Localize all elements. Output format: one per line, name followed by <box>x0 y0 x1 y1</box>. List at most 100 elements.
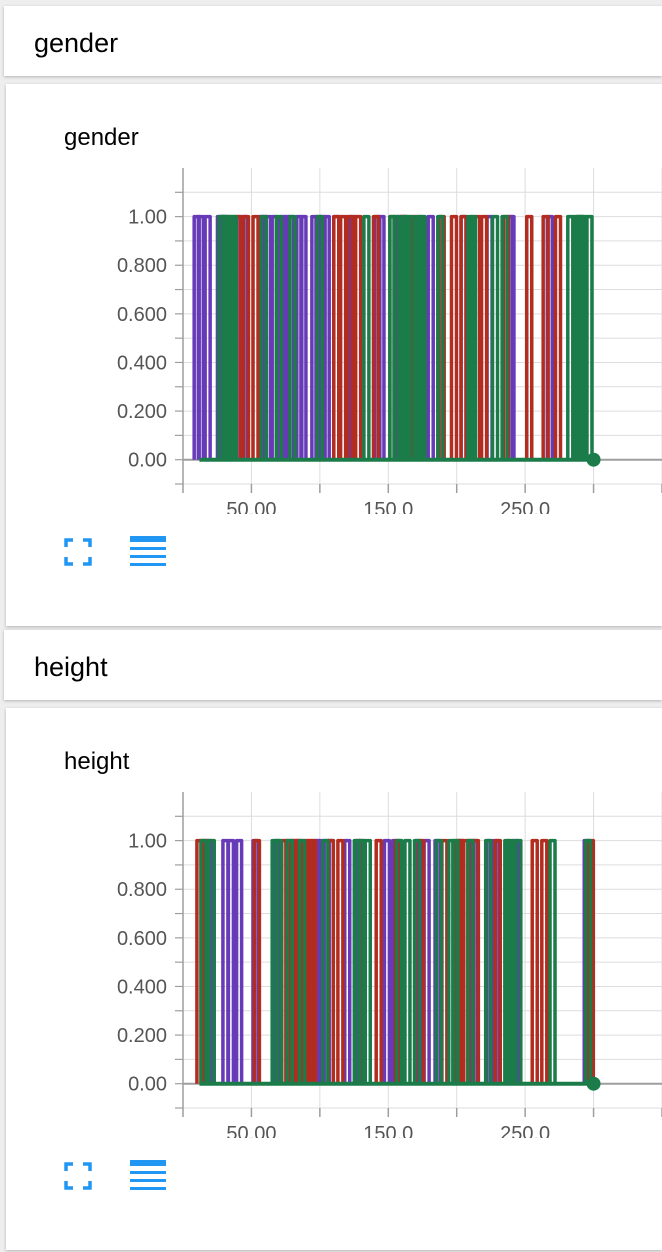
y-tick-label: 0.00 <box>128 1074 167 1096</box>
spike <box>363 838 373 1084</box>
data-table-icon <box>130 536 166 566</box>
y-tick-label: 0.400 <box>117 976 167 998</box>
spike <box>434 838 444 1084</box>
x-tick-label: 250.0 <box>500 1123 550 1138</box>
spike <box>382 838 392 1084</box>
spike <box>394 838 404 1084</box>
data-table-icon <box>130 1160 166 1190</box>
spike <box>418 214 427 460</box>
spike <box>548 838 557 1084</box>
spike <box>362 214 371 460</box>
spike <box>321 838 330 1084</box>
x-tick-label: 50.00 <box>226 1123 276 1138</box>
spike <box>234 838 244 1084</box>
spike <box>308 838 318 1084</box>
y-tick-label: 0.200 <box>117 401 167 423</box>
spike <box>297 838 307 1084</box>
y-tick-label: 0.600 <box>117 928 167 950</box>
x-tick-label: 50.00 <box>226 499 276 514</box>
spike <box>371 214 381 460</box>
spike <box>479 214 489 460</box>
spike <box>541 214 550 460</box>
spike <box>553 214 563 460</box>
spike <box>229 214 238 460</box>
section-title: height <box>34 652 108 682</box>
spike <box>207 838 216 1084</box>
spike <box>345 214 355 460</box>
data-table-button[interactable] <box>130 536 166 570</box>
y-tick-label: 0.600 <box>117 304 167 326</box>
series-3 <box>199 838 593 1084</box>
y-tick-label: 0.00 <box>128 450 167 472</box>
spike <box>459 214 468 460</box>
spike <box>436 214 445 460</box>
spike <box>407 214 416 460</box>
spike <box>226 838 236 1084</box>
section-header-gender[interactable]: gender <box>4 6 662 76</box>
fullscreen-button[interactable] <box>64 538 92 566</box>
chart-height[interactable]: 0.00 0.200 0.400 0.600 0.800 1.00 50.00 150.0 25… <box>6 708 662 1138</box>
data-table-button[interactable] <box>130 1160 166 1194</box>
spike <box>392 214 401 460</box>
spike <box>583 838 593 1084</box>
spike <box>449 214 459 460</box>
spike <box>466 838 475 1084</box>
spike <box>199 838 208 1084</box>
chart-gender[interactable]: 0.00 0.200 0.400 0.600 0.800 1.00 50.00 150.0 25… <box>6 84 662 514</box>
spike <box>514 838 523 1084</box>
spike <box>540 838 549 1084</box>
y-tick-label: 0.400 <box>117 352 167 374</box>
y-tick-label: 0.200 <box>117 1025 167 1047</box>
spike <box>288 214 297 460</box>
fullscreen-button[interactable] <box>64 1162 92 1190</box>
spike <box>356 838 366 1084</box>
spike <box>530 838 539 1084</box>
spike <box>332 214 341 460</box>
spike <box>196 214 206 460</box>
spike <box>524 214 534 460</box>
spike <box>322 214 331 460</box>
spike <box>505 838 515 1084</box>
section-header-height[interactable]: height <box>4 630 662 700</box>
spike <box>203 214 212 460</box>
spike <box>483 838 493 1084</box>
series-3 <box>217 214 594 460</box>
spike <box>299 214 308 460</box>
series-end-point[interactable] <box>586 1076 601 1091</box>
chart-card-height: height 0.00 0.200 0.400 0.600 0.800 1.00 50.00… <box>6 708 662 1250</box>
spike <box>468 214 478 460</box>
spike <box>451 838 460 1084</box>
spike <box>252 838 262 1084</box>
chart-title: height <box>64 748 130 775</box>
spike <box>353 214 363 460</box>
series-end-point[interactable] <box>586 452 601 467</box>
spike <box>241 214 251 460</box>
spike <box>285 838 294 1084</box>
fullscreen-icon <box>64 1162 92 1190</box>
y-tick-label: 0.800 <box>117 879 167 901</box>
chart-title: gender <box>64 124 139 151</box>
spike <box>490 214 500 460</box>
spike <box>274 214 284 460</box>
fullscreen-icon <box>64 538 92 566</box>
x-tick-label: 250.0 <box>500 499 550 514</box>
chart-card-gender: gender 0.00 0.200 0.400 0.600 0.800 1.00 50.00… <box>6 84 662 626</box>
x-tick-label: 150.0 <box>363 499 413 514</box>
spike <box>336 838 345 1084</box>
spike <box>412 838 422 1084</box>
y-tick-label: 0.800 <box>117 255 167 277</box>
spike <box>426 214 435 460</box>
x-tick-label: 150.0 <box>363 1123 413 1138</box>
spike <box>338 214 348 460</box>
spike <box>251 214 260 460</box>
spike <box>315 214 325 460</box>
spike <box>374 838 383 1084</box>
y-tick-label: 1.00 <box>128 831 167 853</box>
spike <box>403 838 412 1084</box>
section-title: gender <box>34 28 119 58</box>
spike <box>274 838 284 1084</box>
y-tick-label: 1.00 <box>128 207 167 229</box>
spike <box>585 214 594 460</box>
spike <box>493 838 503 1084</box>
spike <box>342 838 352 1084</box>
